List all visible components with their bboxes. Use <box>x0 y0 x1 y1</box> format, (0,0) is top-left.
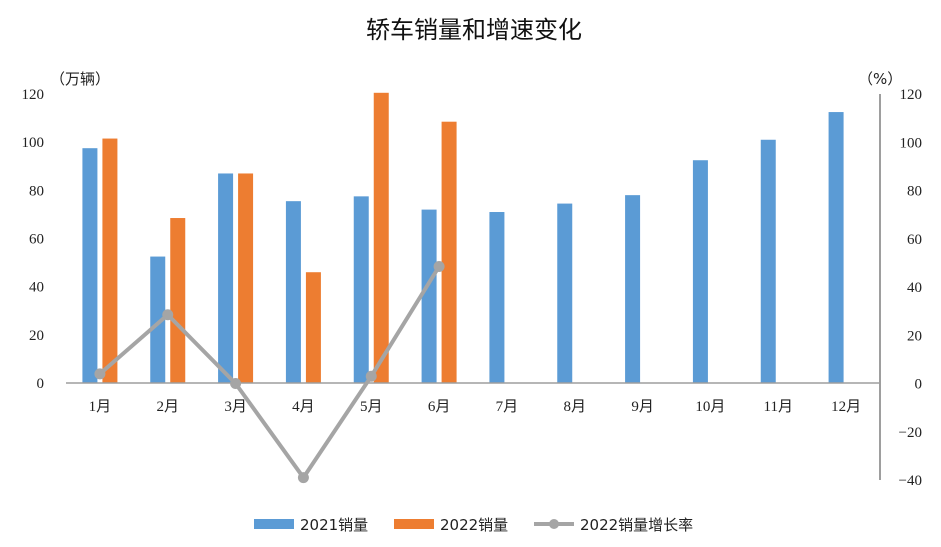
x-tick-label: 1月 <box>89 399 112 415</box>
left-tick-label: 40 <box>29 280 44 296</box>
bar-2021销量-3月 <box>218 173 234 383</box>
growth-line-path <box>98 265 441 480</box>
left-tick-label: 20 <box>29 328 44 344</box>
x-tick-label: 12月 <box>831 399 861 415</box>
chart-title: 轿车销量和增速变化 <box>366 16 582 44</box>
bars <box>82 92 844 383</box>
right-tick-label: 0 <box>915 377 923 393</box>
growth-point-4月 <box>297 472 309 484</box>
bar-2021销量-2月 <box>150 256 166 383</box>
legend-swatch-2022 <box>394 519 434 529</box>
growth-point-1月 <box>94 368 106 380</box>
bar-2021销量-9月 <box>625 195 641 383</box>
legend-label-growth: 2022销量增长率 <box>580 516 693 534</box>
x-tick-label: 11月 <box>764 399 793 415</box>
growth-point-6月 <box>433 260 445 272</box>
bar-2021销量-6月 <box>421 209 437 383</box>
bar-2021销量-8月 <box>557 203 573 383</box>
growth-line <box>94 260 445 484</box>
legend-label-2021: 2021销量 <box>300 516 368 534</box>
right-tick-label: 20 <box>907 328 922 344</box>
right-axis-ticks: −40 −20 0 20 40 60 80 100 120 <box>899 87 922 489</box>
bar-2022销量-1月 <box>102 138 118 383</box>
bar-2022销量-5月 <box>373 92 389 383</box>
x-tick-label: 2月 <box>156 399 179 415</box>
right-axis-unit: （%） <box>858 70 902 88</box>
left-tick-label: 120 <box>22 87 45 103</box>
growth-point-5月 <box>365 370 377 382</box>
x-tick-label: 8月 <box>563 399 586 415</box>
legend: 2021销量 2022销量 2022销量增长率 <box>254 516 693 534</box>
bar-2021销量-5月 <box>353 196 369 383</box>
growth-point-2月 <box>162 309 174 321</box>
x-tick-label: 5月 <box>360 399 383 415</box>
bar-2022销量-4月 <box>305 272 321 383</box>
left-tick-label: 60 <box>29 232 44 248</box>
bar-2021销量-12月 <box>828 112 844 383</box>
bar-2022销量-2月 <box>170 218 186 383</box>
left-tick-label: 100 <box>22 135 45 151</box>
x-tick-label: 9月 <box>631 399 654 415</box>
bar-2021销量-1月 <box>82 148 98 383</box>
left-axis-ticks: 0 20 40 60 80 100 120 <box>22 87 45 392</box>
bar-2021销量-11月 <box>760 139 776 383</box>
legend-marker-growth <box>549 519 559 529</box>
legend-label-2022: 2022销量 <box>440 516 508 534</box>
left-axis-unit: （万辆） <box>50 70 110 88</box>
right-tick-label: 80 <box>907 184 922 200</box>
right-tick-label: 100 <box>900 135 923 151</box>
right-tick-label: −40 <box>899 473 922 489</box>
growth-point-3月 <box>230 378 242 389</box>
right-tick-label: −20 <box>899 425 922 441</box>
bar-2022销量-3月 <box>238 173 254 383</box>
bar-2021销量-10月 <box>692 160 708 383</box>
x-tick-label: 6月 <box>428 399 451 415</box>
left-tick-label: 0 <box>37 376 45 392</box>
x-tick-label: 10月 <box>695 399 725 415</box>
right-tick-label: 120 <box>900 87 923 103</box>
x-tick-label: 4月 <box>292 399 315 415</box>
right-tick-label: 60 <box>907 232 922 248</box>
right-tick-label: 40 <box>907 280 922 296</box>
x-tick-label: 3月 <box>224 399 247 415</box>
left-tick-label: 80 <box>29 183 44 199</box>
bar-2022销量-6月 <box>441 121 457 383</box>
bar-2021销量-4月 <box>285 201 301 383</box>
bar-2021销量-7月 <box>489 212 505 383</box>
x-axis-labels: 1月 2月 3月 4月 5月 6月 7月 8月 9月 10月 11月 12月 <box>89 399 861 415</box>
x-tick-label: 7月 <box>496 399 519 415</box>
legend-swatch-2021 <box>254 519 294 529</box>
